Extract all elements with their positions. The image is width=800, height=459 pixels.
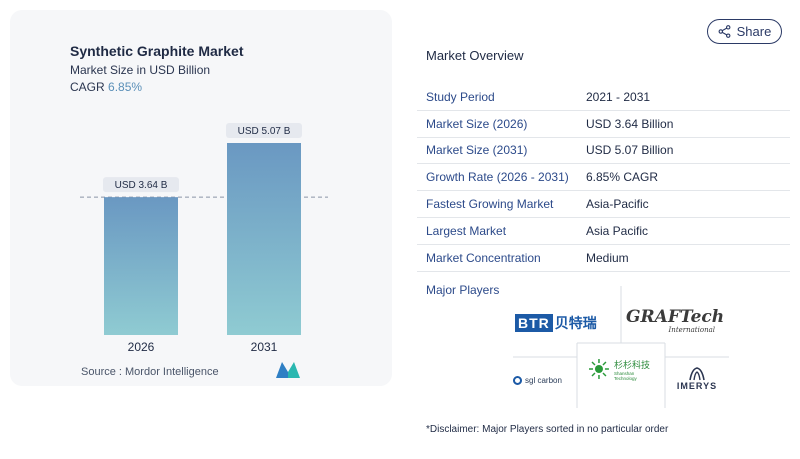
imerys-name: IMERYS xyxy=(676,381,718,391)
overview-title: Market Overview xyxy=(426,48,524,63)
imerys-mark-icon xyxy=(689,367,705,381)
overview-row-label: Market Concentration xyxy=(426,250,541,265)
data-label-bg xyxy=(226,123,302,138)
data-label: USD 5.07 B xyxy=(238,126,291,137)
overview-row: Market Size (2031) USD 5.07 Billion xyxy=(417,138,790,165)
share-button[interactable]: Share xyxy=(707,19,782,44)
graftech-main: GRAFTech xyxy=(626,307,725,327)
sgl-name: sgl carbon xyxy=(525,375,562,385)
share-icon xyxy=(718,25,731,38)
disclaimer: *Disclaimer: Major Players sorted in no … xyxy=(426,424,669,435)
data-label: USD 3.64 B xyxy=(115,180,168,191)
overview-table: Study Period 2021 - 2031 Market Size (2026… xyxy=(417,84,790,272)
overview-row: Market Size (2026) USD 3.64 Billion xyxy=(417,111,790,138)
cagr-label: CAGR xyxy=(70,80,105,94)
btr-latin: BTR xyxy=(515,314,553,332)
overview-row: Fastest Growing Market Asia-Pacific xyxy=(417,191,790,218)
cagr-line: CAGR 6.85% xyxy=(70,80,142,94)
cagr-value: 6.85% xyxy=(108,80,143,94)
overview-row: Market Concentration Medium xyxy=(417,245,790,272)
overview-row-value: 6.85% CAGR xyxy=(586,170,659,185)
players-title: Major Players xyxy=(426,283,500,297)
overview-row-value: USD 5.07 Billion xyxy=(586,143,674,158)
overview-row-label: Largest Market xyxy=(426,223,507,238)
overview-row-value: Asia-Pacific xyxy=(586,197,649,212)
overview-row: Largest Market Asia Pacific xyxy=(417,218,790,245)
sgl-carbon-logo: sgl carbon xyxy=(513,374,575,386)
chart-source: Source : Mordor Intelligence xyxy=(81,366,219,378)
data-label-bg xyxy=(103,177,179,193)
chart-card xyxy=(10,10,392,386)
imerys-logo: IMERYS xyxy=(672,367,722,397)
sgl-mark-icon xyxy=(513,375,522,385)
overview-row: Study Period 2021 - 2031 xyxy=(417,84,790,111)
overview-row-value: 2021 - 2031 xyxy=(586,89,651,104)
chart-title: Synthetic Graphite Market xyxy=(70,43,244,59)
graftech-logo: GRAFTech International xyxy=(626,307,725,337)
overview-row-label: Study Period xyxy=(426,89,495,104)
overview-row-value: Medium xyxy=(586,250,629,265)
btr-logo: BTR 贝特瑞 xyxy=(515,314,619,332)
overview-row-label: Market Size (2031) xyxy=(426,143,528,158)
overview-row-label: Growth Rate (2026 - 2031) xyxy=(426,170,569,185)
category-label: 2026 xyxy=(128,340,155,354)
shanshan-cn: 杉杉科技 xyxy=(613,359,650,370)
graftech-sub: International xyxy=(668,326,715,334)
overview-row-value: Asia Pacific xyxy=(586,223,649,238)
mordor-logo-icon xyxy=(276,362,300,378)
btr-cn: 贝特瑞 xyxy=(554,315,597,331)
shanshan-en: Shanshan Technology xyxy=(613,370,637,381)
shanshan-sun-icon xyxy=(588,359,609,379)
bar-2031 xyxy=(227,143,301,335)
overview-row: Growth Rate (2026 - 2031) 6.85% CAGR xyxy=(417,164,790,192)
overview-row-value: USD 3.64 Billion xyxy=(586,116,674,131)
share-label: Share xyxy=(736,24,772,39)
shanshan-logo: 杉杉科技 Shanshan Technology xyxy=(588,356,658,382)
bar-chart: USD 3.64 B 2026 USD 5.07 B 2031 xyxy=(80,123,328,354)
chart-subtitle: Market Size in USD Billion xyxy=(70,63,211,77)
overview-row-label: Market Size (2026) xyxy=(426,116,528,131)
bar-2026 xyxy=(104,197,178,335)
category-label: 2031 xyxy=(251,340,278,354)
overview-row-label: Fastest Growing Market xyxy=(426,197,554,212)
